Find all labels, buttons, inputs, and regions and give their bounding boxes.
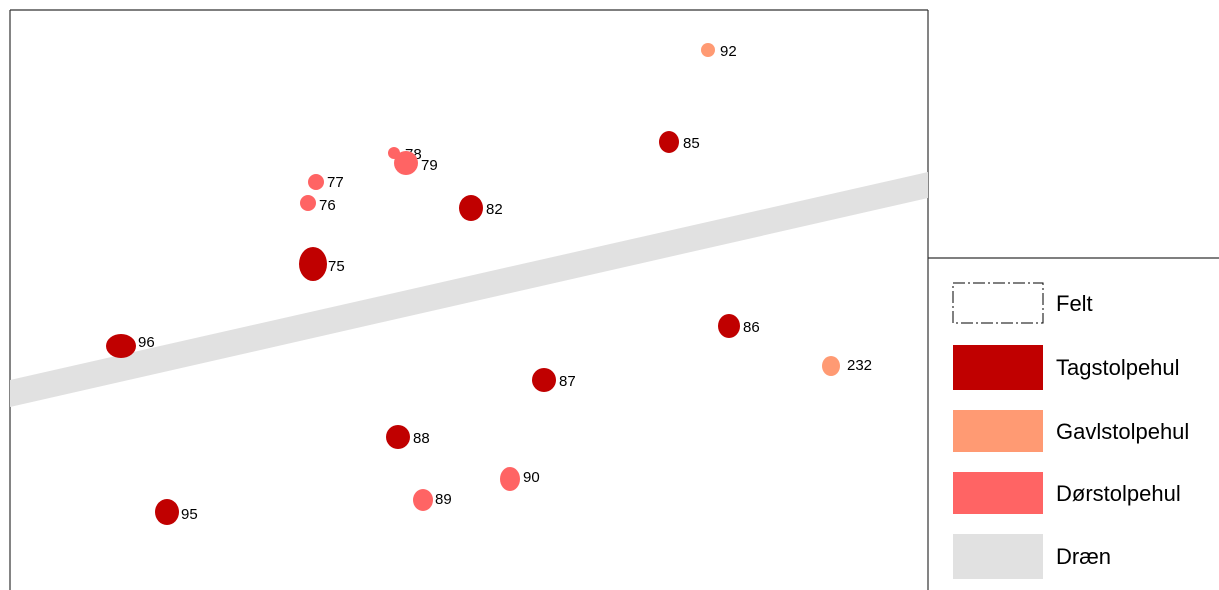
legend-label-gavlstolpehul: Gavlstolpehul: [1056, 419, 1189, 444]
post-hole-label-88: 88: [413, 430, 430, 447]
post-hole-shape-92: [701, 43, 715, 57]
post-hole-label-82: 82: [486, 201, 503, 218]
post-hole-232: 232: [822, 356, 872, 376]
legend-label-draen: Dræn: [1056, 544, 1111, 569]
legend-item-gavlstolpehul: Gavlstolpehul: [953, 410, 1189, 452]
legend-item-dorstolpehul: Dørstolpehul: [953, 472, 1181, 514]
legend-label-dorstolpehul: Dørstolpehul: [1056, 481, 1181, 506]
post-hole-label-75: 75: [328, 258, 345, 275]
post-hole-shape-76: [300, 195, 316, 211]
post-hole-label-96: 96: [138, 334, 155, 351]
post-hole-label-92: 92: [720, 43, 737, 60]
post-hole-92: 92: [701, 43, 737, 60]
post-hole-shape-232: [822, 356, 840, 376]
post-hole-90: 90: [500, 467, 540, 491]
post-hole-79: 79: [394, 151, 438, 175]
drain-band: [10, 172, 928, 407]
legend: Felt Tagstolpehul Gavlstolpehul Dørstolp…: [928, 257, 1219, 579]
post-hole-89: 89: [413, 489, 452, 511]
legend-swatch-gavlstolpehul: [953, 410, 1043, 452]
post-hole-label-76: 76: [319, 197, 336, 214]
post-hole-77: 77: [308, 174, 344, 191]
post-hole-shape-90: [500, 467, 520, 491]
post-hole-shape-85: [659, 131, 679, 153]
post-hole-shape-79: [394, 151, 418, 175]
legend-swatch-dorstolpehul: [953, 472, 1043, 514]
post-hole-shape-86: [718, 314, 740, 338]
legend-swatch-tagstolpehul: [953, 345, 1043, 390]
post-hole-95: 95: [155, 499, 198, 525]
post-hole-75: 75: [299, 247, 345, 281]
legend-item-tagstolpehul: Tagstolpehul: [953, 345, 1180, 390]
post-hole-87: 87: [532, 368, 576, 392]
post-hole-96: 96: [106, 334, 155, 358]
legend-label-tagstolpehul: Tagstolpehul: [1056, 355, 1180, 380]
post-hole-label-95: 95: [181, 506, 198, 523]
post-hole-shape-82: [459, 195, 483, 221]
post-hole-label-85: 85: [683, 135, 700, 152]
post-hole-label-77: 77: [327, 174, 344, 191]
post-hole-86: 86: [718, 314, 760, 338]
post-hole-label-232: 232: [847, 357, 872, 374]
post-hole-label-89: 89: [435, 491, 452, 508]
legend-item-felt: Felt: [952, 282, 1093, 324]
post-hole-label-87: 87: [559, 373, 576, 390]
post-hole-85: 85: [659, 131, 700, 153]
post-hole-shape-77: [308, 174, 324, 190]
post-hole-label-86: 86: [743, 319, 760, 336]
legend-swatch-felt: [952, 282, 1044, 324]
post-hole-88: 88: [386, 425, 430, 449]
post-hole-82: 82: [459, 195, 503, 221]
post-hole-shape-96: [106, 334, 136, 358]
legend-item-draen: Dræn: [953, 534, 1111, 579]
post-hole-shape-88: [386, 425, 410, 449]
post-hole-shape-95: [155, 499, 179, 525]
post-hole-label-79: 79: [421, 157, 438, 174]
post-hole-76: 76: [300, 195, 336, 214]
legend-swatch-draen: [953, 534, 1043, 579]
map-frame: [9, 9, 929, 590]
post-holes-layer: 928578797776827596862328788908995: [106, 43, 872, 525]
post-hole-label-90: 90: [523, 469, 540, 486]
post-hole-shape-89: [413, 489, 433, 511]
legend-label-felt: Felt: [1056, 291, 1093, 316]
post-hole-shape-75: [299, 247, 327, 281]
post-hole-shape-87: [532, 368, 556, 392]
